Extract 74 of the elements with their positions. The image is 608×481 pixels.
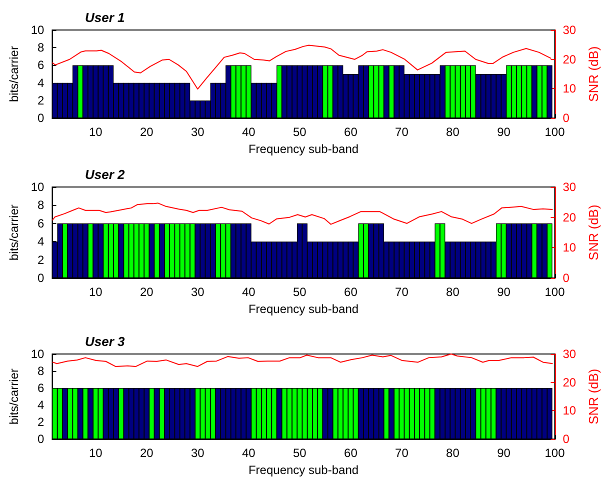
y2-tick-label: 0 [562,111,570,126]
y-tick-label: 10 [30,23,45,37]
x-tick-label: 40 [242,285,256,299]
y-tick-label: 6 [38,381,45,396]
x-tick-label: 60 [344,285,358,299]
y-tick-label: 2 [38,93,45,108]
x-tick-label: 30 [190,446,205,460]
x-tick-label: 50 [292,285,307,299]
x-axis-title: Frequency sub-band [248,463,359,477]
x-tick-label: 80 [446,125,460,140]
x-tick-label: 60 [344,125,358,140]
y2-tick-label: 20 [562,375,576,390]
y2-tick-label: 30 [562,23,576,37]
y2-axis-title: SNR (dB) [586,368,601,424]
x-tick-label: 70 [395,285,409,299]
y-tick-label: 4 [38,234,45,249]
y-tick-label: 0 [38,271,45,285]
y2-tick-label: 10 [562,240,576,255]
line-series [52,354,554,367]
y2-tick-label: 20 [562,52,576,66]
y-axis-title: bits/carrier [7,368,21,425]
y2-tick-label: 10 [562,82,576,96]
x-tick-label: 40 [242,125,256,140]
x-tick-label: 100 [544,125,566,140]
y-axis-title: bits/carrier [7,204,21,261]
y2-axis-title: SNR (dB) [586,204,601,260]
x-tick-label: 20 [140,285,154,299]
y2-tick-label: 30 [562,180,576,194]
y2-tick-label: 30 [562,347,576,361]
x-axis-title: Frequency sub-band [248,142,359,156]
y2-axis-title: SNR (dB) [586,46,601,102]
x-tick-label: 20 [140,125,154,140]
y-tick-label: 6 [38,216,45,230]
x-tick-label: 10 [88,285,103,299]
x-tick-label: 70 [395,446,409,460]
y-tick-label: 2 [38,415,45,430]
y-tick-label: 10 [30,180,45,194]
x-tick-label: 30 [190,285,205,299]
x-tick-label: 10 [88,125,103,140]
y-tick-label: 8 [38,40,45,55]
y2-tick-label: 10 [562,404,576,418]
x-tick-label: 100 [544,446,566,460]
line-series [52,202,554,225]
x-tick-label: 80 [446,285,460,299]
y-tick-label: 2 [38,252,45,267]
y2-tick-label: 0 [562,271,570,285]
x-tick-label: 80 [446,446,460,460]
x-tick-label: 50 [292,446,307,460]
y-tick-label: 0 [38,432,45,446]
y-axis-title: bits/carrier [7,46,21,102]
x-tick-label: 60 [344,446,358,460]
x-tick-label: 70 [395,125,409,140]
x-axis-title: Frequency sub-band [248,302,359,316]
y-tick-label: 8 [38,198,45,212]
y2-tick-label: 0 [562,432,570,446]
x-tick-label: 90 [497,446,511,460]
chart-title: User 1 [85,10,125,25]
y-tick-label: 6 [38,58,45,72]
x-tick-label: 100 [544,285,566,299]
x-tick-label: 10 [88,446,103,460]
y-tick-label: 10 [30,347,45,361]
y2-tick-label: 20 [562,210,576,224]
y-tick-label: 8 [38,364,45,378]
x-tick-label: 90 [497,125,511,140]
x-tick-label: 50 [292,125,307,140]
y-tick-label: 4 [38,398,45,412]
x-tick-label: 40 [242,446,256,460]
x-tick-label: 90 [497,285,511,299]
y-tick-label: 4 [38,76,45,90]
chart-title: User 2 [85,167,126,182]
y-tick-label: 0 [38,111,45,126]
x-tick-label: 20 [140,446,154,460]
x-tick-label: 30 [190,125,205,140]
chart-title: User 3 [85,334,126,349]
